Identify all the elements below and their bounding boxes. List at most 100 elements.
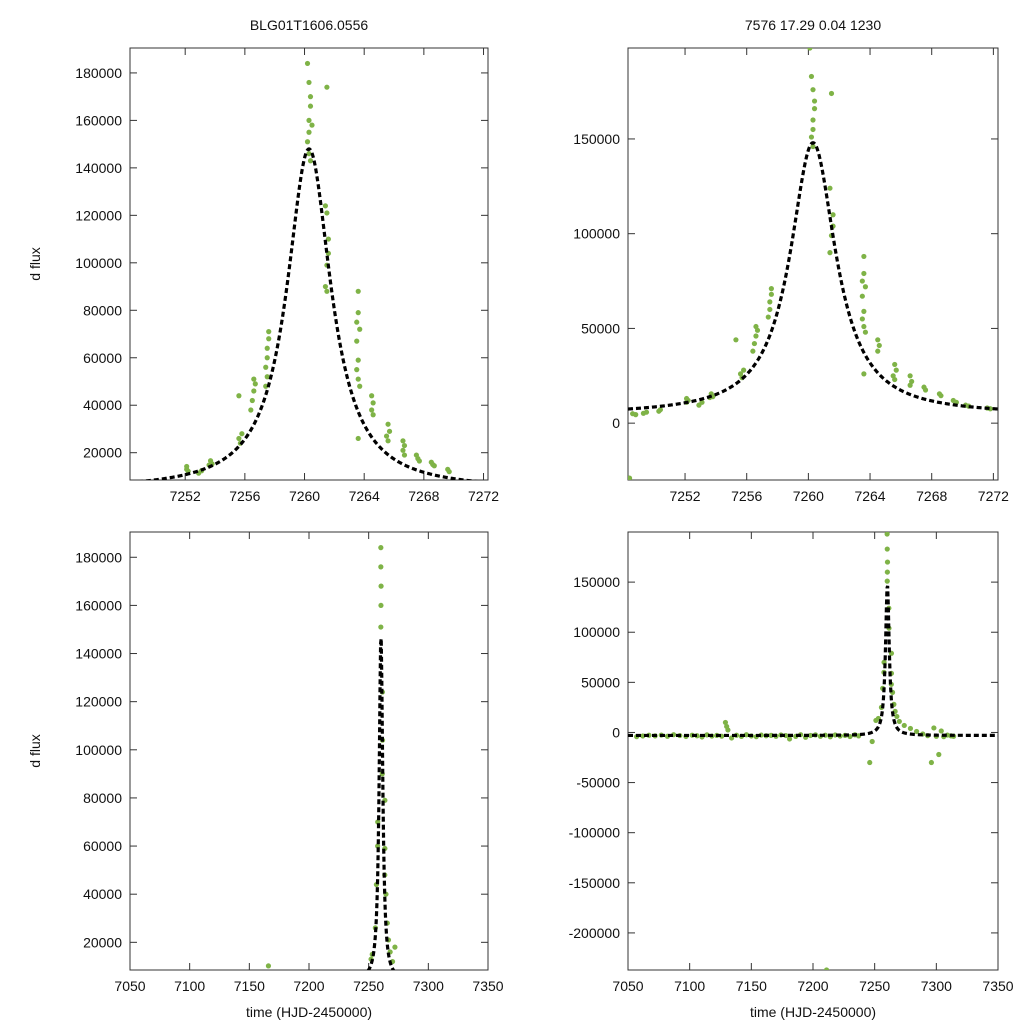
y-tick-label: 140000: [75, 160, 122, 176]
data-point: [884, 532, 890, 537]
data-point: [907, 725, 914, 732]
data-point: [355, 357, 361, 363]
chart-top-right: 0 50000 100000 150000 7252 7256 7260 7264 7268 72…: [573, 47, 1009, 504]
data-point: [808, 134, 815, 140]
y-tick-label: 150000: [573, 574, 620, 590]
model-curve-group: [366, 638, 396, 970]
data-point: [306, 129, 312, 135]
data-point: [378, 624, 384, 630]
data-point: [378, 545, 384, 551]
model-curve-group: [628, 585, 998, 738]
data-point: [892, 361, 898, 368]
data-point: [236, 393, 242, 399]
data-point: [355, 310, 361, 316]
x-tick-label: 7268: [916, 488, 947, 504]
data-point: [754, 327, 761, 333]
data-point: [306, 79, 312, 86]
data-point: [753, 333, 759, 339]
data-points: [628, 48, 993, 480]
data-point: [807, 48, 813, 51]
data-point: [861, 323, 867, 330]
data-point: [875, 337, 881, 343]
data-point: [251, 376, 257, 382]
data-point: [357, 326, 363, 332]
y-tick-label: 180000: [75, 549, 122, 565]
data-point: [252, 381, 258, 387]
data-point: [827, 185, 833, 191]
x-tick-label: 7252: [669, 488, 700, 504]
data-point: [304, 139, 311, 145]
x-tick-label: 7264: [349, 488, 380, 504]
y-tick-label: 50000: [581, 320, 620, 336]
model-curve: [139, 147, 479, 480]
data-point: [628, 475, 633, 480]
data-point: [643, 409, 650, 415]
data-point: [931, 725, 937, 731]
chart-top-left: 20000 40000 60000 80000 100000 120000 140000 16…: [27, 47, 499, 504]
data-point: [859, 293, 865, 299]
plot-frame: [627, 47, 999, 481]
data-point: [264, 374, 270, 380]
data-point: [867, 759, 873, 766]
data-point: [307, 103, 314, 109]
data-point: [354, 319, 360, 325]
data-point: [322, 203, 329, 209]
data-point: [265, 963, 272, 969]
x-tick-label: 7260: [289, 488, 320, 504]
y-tick-label: 20000: [83, 445, 122, 461]
data-point: [266, 329, 272, 335]
data-point: [884, 578, 890, 584]
data-point: [938, 393, 944, 399]
data-point: [767, 299, 773, 305]
data-point: [354, 367, 360, 373]
data-point: [811, 106, 818, 112]
data-point: [938, 728, 944, 734]
x-tick-label: 7256: [731, 488, 762, 504]
x-tick-label: 7272: [978, 488, 1009, 504]
data-point: [861, 308, 867, 314]
data-point: [385, 421, 391, 427]
data-point: [657, 407, 663, 413]
data-point: [901, 722, 907, 729]
data-point: [896, 718, 902, 725]
data-point: [307, 158, 314, 164]
data-point: [862, 284, 869, 290]
data-point: [861, 270, 867, 277]
y-tick-label: 100000: [75, 255, 122, 271]
x-axis-label: time (HJD-2450000): [750, 1004, 876, 1020]
data-point: [907, 373, 913, 379]
data-point: [306, 151, 312, 157]
data-point: [725, 727, 731, 733]
x-tick-label: 7268: [408, 488, 439, 504]
plot-frame: [627, 531, 999, 971]
data-point: [400, 447, 406, 453]
data-point: [392, 944, 398, 950]
data-point: [875, 348, 881, 354]
data-point: [248, 407, 254, 413]
y-tick-label: 60000: [83, 350, 122, 366]
data-point: [859, 278, 865, 284]
y-tick-label: 120000: [75, 207, 122, 223]
data-point: [357, 383, 363, 389]
data-point: [765, 314, 771, 320]
x-tick-label: 7300: [921, 978, 952, 994]
data-point: [741, 367, 747, 373]
y-tick-label: 40000: [83, 397, 122, 413]
x-tick-label: 7252: [170, 488, 201, 504]
data-point: [263, 364, 269, 370]
data-point: [431, 463, 437, 469]
y-axis-label: d flux: [27, 734, 43, 767]
data-point: [633, 412, 639, 418]
data-point: [808, 73, 815, 80]
data-point: [264, 345, 270, 351]
data-point: [355, 376, 361, 382]
x-tick-label: 7250: [353, 978, 384, 994]
x-tick-label: 7264: [854, 488, 885, 504]
x-axis-label: time (HJD-2450000): [246, 1004, 372, 1020]
data-point: [914, 728, 920, 735]
data-point: [401, 442, 408, 449]
x-tick-label: 7350: [982, 978, 1013, 994]
data-point: [767, 306, 773, 313]
data-point: [263, 383, 269, 389]
